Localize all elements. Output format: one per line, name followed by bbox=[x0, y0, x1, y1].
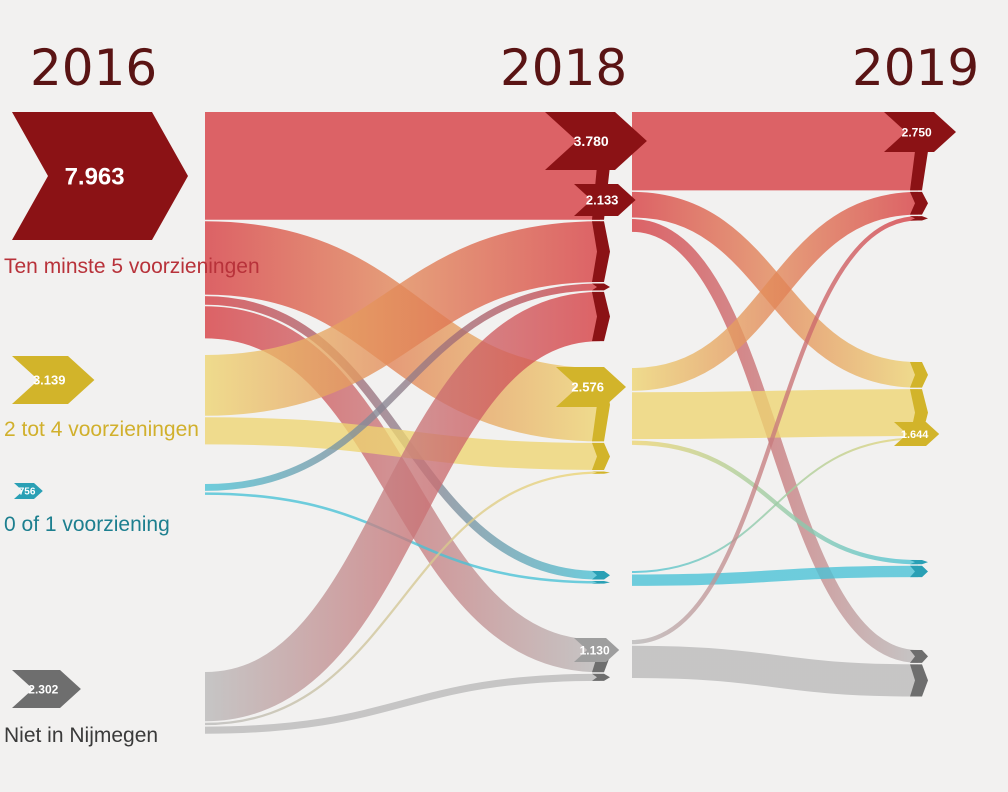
node-2018-ten-minste-5-b bbox=[574, 184, 636, 216]
category-label-2-tot-4: 2 tot 4 voorzieningen bbox=[4, 418, 199, 441]
node-2018-ten-minste-5 bbox=[545, 112, 647, 170]
arrowhead-a-nul_of_1 bbox=[592, 571, 610, 580]
flow-b-twee_tot_4-to-ten_minste_5 bbox=[631, 191, 919, 391]
node-2018-2-tot-4-value: 2.576 bbox=[571, 380, 604, 395]
category-label-ten-minste-5: Ten minste 5 voorzieningen bbox=[4, 255, 260, 278]
arrowhead-b-ten_minste_5 bbox=[910, 216, 928, 221]
arrowhead-a-ten_minste_5 bbox=[592, 291, 610, 342]
arrowhead-a-ten_minste_5 bbox=[592, 283, 610, 291]
node-2016-ten-minste-5-value: 7.963 bbox=[65, 164, 125, 191]
node-2016-niet-in-nijmegen-value: 2.302 bbox=[28, 682, 58, 696]
node-layer: 7.963 3.139 756 2.302 3.780 2.133 2.576 1.130 2.… bbox=[12, 112, 956, 708]
flow-b-ten_minste_5-to-niet_in_nijmegen bbox=[631, 219, 919, 663]
node-2018-niet-in-nijmegen bbox=[574, 638, 620, 662]
flow-b-nul_of_1-to-nul_of_1 bbox=[631, 565, 919, 586]
arrowhead-b-twee_tot_4 bbox=[910, 362, 928, 388]
flow-b-niet_in_nijmegen-to-niet_in_nijmegen bbox=[631, 645, 919, 697]
node-2018-ten-minste-5-value: 3.780 bbox=[574, 133, 609, 149]
flow-b-niet_in_nijmegen-to-ten_minste_5 bbox=[631, 216, 919, 645]
flow-layer bbox=[203, 111, 919, 734]
node-2016-2-tot-4-value: 3.139 bbox=[33, 373, 66, 388]
arrowhead-a-ten_minste_5 bbox=[592, 221, 610, 283]
arrowhead-b-niet_in_nijmegen bbox=[910, 664, 928, 697]
arrowhead-a-twee_tot_4 bbox=[592, 471, 610, 474]
node-2016-0-of-1 bbox=[14, 483, 43, 499]
flow-a-niet_in_nijmegen-to-twee_tot_4 bbox=[204, 471, 601, 726]
arrowhead-a-nul_of_1 bbox=[592, 581, 610, 584]
year-label-2019: 2019 bbox=[852, 39, 979, 97]
node-2019-ten-minste-5 bbox=[884, 112, 956, 152]
flow-a-nul_of_1-to-ten_minste_5 bbox=[204, 283, 601, 491]
flow-b-twee_tot_4-to-twee_tot_4 bbox=[631, 389, 919, 440]
flow-a-niet_in_nijmegen-to-niet_in_nijmegen bbox=[204, 673, 601, 734]
flow-b-twee_tot_4-to-nul_of_1 bbox=[631, 440, 919, 565]
arrowhead-a-twee_tot_4 bbox=[592, 442, 610, 470]
node-2019-2-tot-4 bbox=[894, 422, 940, 446]
node-2016-ten-minste-5 bbox=[12, 112, 188, 240]
arrowhead-b-niet_in_nijmegen bbox=[910, 650, 928, 663]
arrowhead-b-nul_of_1 bbox=[910, 565, 928, 578]
node-2019-ten-minste-5-value: 2.750 bbox=[902, 125, 932, 139]
arrowhead-a-niet_in_nijmegen bbox=[592, 673, 610, 681]
node-2018-2-tot-4 bbox=[556, 367, 626, 407]
year-label-2016: 2016 bbox=[30, 39, 157, 97]
flow-a-twee_tot_4-to-ten_minste_5 bbox=[204, 221, 601, 416]
arrowhead-b-nul_of_1 bbox=[910, 560, 928, 565]
flow-a-twee_tot_4-to-twee_tot_4 bbox=[204, 417, 601, 470]
node-2016-0-of-1-value: 756 bbox=[19, 487, 36, 498]
flow-a-niet_in_nijmegen-to-ten_minste_5 bbox=[203, 291, 602, 722]
arrowhead-b-ten_minste_5 bbox=[910, 191, 928, 215]
node-2018-ten-minste-5-b-value: 2.133 bbox=[586, 193, 619, 208]
year-label-2018: 2018 bbox=[500, 39, 627, 97]
node-2016-niet-in-nijmegen bbox=[12, 670, 81, 708]
category-label-0-of-1: 0 of 1 voorziening bbox=[4, 513, 170, 536]
node-2019-2-tot-4-value: 1.644 bbox=[901, 429, 929, 441]
category-label-niet-in-nijmegen: Niet in Nijmegen bbox=[4, 724, 158, 747]
node-2016-2-tot-4 bbox=[12, 356, 95, 404]
flow-b-nul_of_1-to-twee_tot_4 bbox=[631, 437, 919, 573]
node-2018-niet-in-nijmegen-value: 1.130 bbox=[580, 643, 610, 657]
